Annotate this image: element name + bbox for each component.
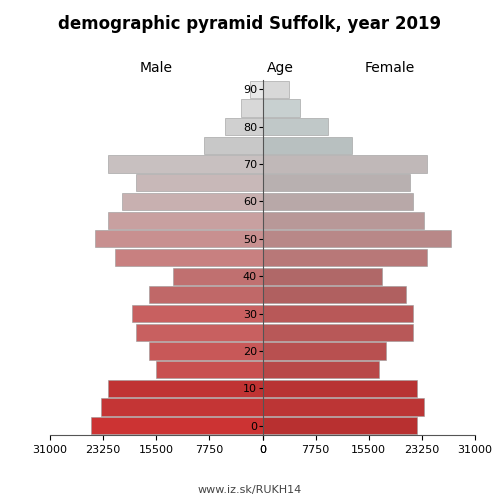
Bar [136, 324, 262, 341]
Text: Male: Male [140, 60, 173, 74]
Text: Female: Female [365, 60, 415, 74]
Bar [262, 118, 328, 136]
Bar [262, 100, 300, 116]
Bar [108, 156, 262, 172]
Bar [94, 230, 262, 248]
Bar [262, 137, 352, 154]
Bar [262, 361, 379, 378]
Bar [262, 380, 416, 397]
Bar [262, 342, 386, 359]
Bar [122, 193, 262, 210]
Bar [91, 417, 262, 434]
Bar [204, 137, 262, 154]
Bar [262, 193, 414, 210]
Text: www.iz.sk/RUKH14: www.iz.sk/RUKH14 [198, 485, 302, 495]
Bar [240, 100, 262, 116]
Bar [262, 268, 382, 285]
Bar [262, 417, 416, 434]
Bar [136, 174, 262, 192]
Text: Age: Age [267, 60, 293, 74]
Bar [108, 212, 262, 228]
Text: demographic pyramid Suffolk, year 2019: demographic pyramid Suffolk, year 2019 [58, 15, 442, 33]
Bar [262, 398, 424, 415]
Bar [262, 230, 451, 248]
Bar [225, 118, 262, 136]
Bar [108, 380, 262, 397]
Bar [262, 249, 427, 266]
Bar [262, 324, 414, 341]
Bar [174, 268, 262, 285]
Bar [262, 305, 414, 322]
Bar [262, 174, 410, 192]
Bar [132, 305, 262, 322]
Bar [250, 80, 262, 98]
Bar [262, 286, 406, 304]
Bar [156, 361, 262, 378]
Bar [115, 249, 262, 266]
Bar [262, 156, 427, 172]
Bar [150, 286, 262, 304]
Bar [262, 80, 288, 98]
Bar [262, 212, 424, 228]
Bar [102, 398, 262, 415]
Bar [150, 342, 262, 359]
